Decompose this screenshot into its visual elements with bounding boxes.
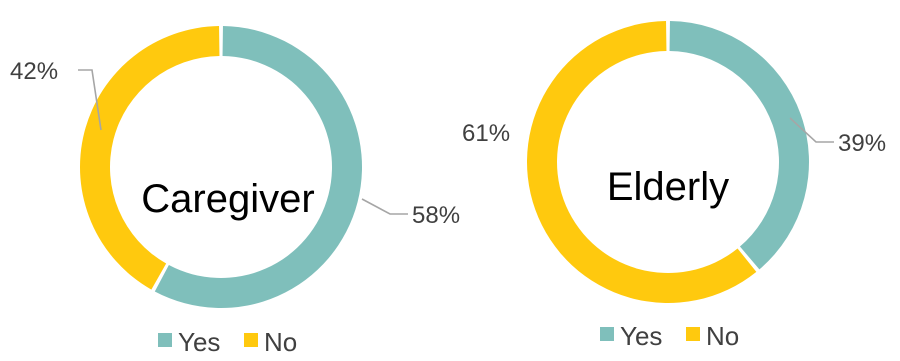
elderly-chart: Elderly 39% 61% Yes No [462,21,886,351]
elderly-yes-value-label: 39% [838,130,886,157]
caregiver-center-label: Caregiver [141,177,314,221]
elderly-center-label: Elderly [607,165,729,209]
elderly-no-slice [526,21,757,304]
caregiver-legend-no-label: No [264,327,297,357]
caregiver-legend-no-swatch [244,333,258,347]
caregiver-no-slice [80,26,220,290]
elderly-no-value-label: 61% [462,120,510,147]
elderly-legend-no-swatch [686,327,700,341]
elderly-yes-slice [669,21,809,270]
caregiver-yes-leader [361,198,408,215]
caregiver-no-value-label: 42% [10,58,58,85]
caregiver-no-leader [78,69,102,131]
elderly-legend-yes-label: Yes [620,321,662,351]
caregiver-yes-slice [154,26,363,309]
caregiver-legend-yes-swatch [158,333,172,347]
caregiver-legend-yes-label: Yes [178,327,220,357]
elderly-legend-yes-swatch [600,327,614,341]
elderly-legend-no-label: No [706,321,739,351]
caregiver-chart: Caregiver 58% 42% Yes No [10,26,460,357]
elderly-yes-leader [789,117,834,143]
caregiver-yes-value-label: 58% [412,202,460,229]
